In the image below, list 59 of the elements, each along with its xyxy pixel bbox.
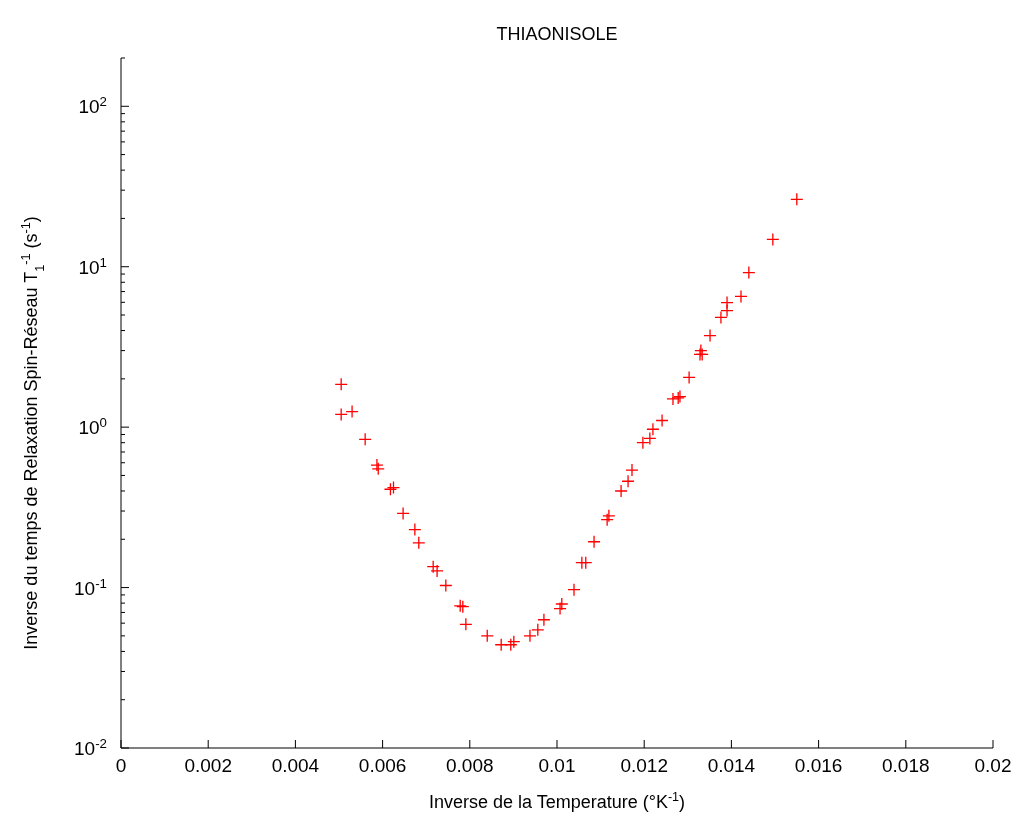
point: [714, 310, 728, 325]
y-tick-label: 10$^{-2}$: [74, 735, 107, 759]
point: [579, 556, 593, 570]
chart-title: THIAONISOLE: [496, 24, 618, 44]
x-tick-label: 0.012: [620, 755, 668, 776]
y-tick-label: 10$^{-1}$: [74, 575, 107, 599]
point: [646, 422, 660, 436]
x-tick-label: 0.002: [184, 755, 232, 776]
point: [408, 522, 422, 537]
point: [555, 597, 569, 611]
point: [602, 509, 616, 523]
point: [412, 536, 426, 550]
point: [531, 623, 545, 637]
y-tick-label: 10$^{1}$: [78, 254, 107, 278]
point: [345, 404, 359, 419]
point: [358, 432, 372, 446]
point: [621, 474, 635, 488]
point: [430, 564, 444, 578]
point: [480, 629, 494, 643]
x-tick-label: 0.02: [974, 755, 1012, 776]
point: [523, 629, 537, 643]
point: [426, 560, 440, 574]
point: [625, 463, 639, 477]
y-tick-label: 10$^{2}$: [78, 93, 107, 118]
y-tick-label: 10$^{0}$: [78, 414, 107, 439]
point: [587, 535, 601, 549]
point: [494, 638, 508, 652]
x-tick-label: 0.008: [446, 755, 494, 776]
x-tick-label: 0.016: [794, 755, 843, 776]
point: [643, 431, 657, 446]
point: [720, 295, 734, 310]
point: [370, 458, 384, 472]
point: [567, 583, 581, 597]
point: [703, 328, 717, 343]
x-tick-label: 0.01: [538, 755, 576, 776]
x-tick-label: 0.018: [882, 755, 930, 776]
x-tick-label: 0: [115, 755, 127, 776]
point: [600, 513, 614, 527]
x-tick-label: 0.006: [358, 755, 407, 776]
point: [734, 289, 748, 304]
point: [439, 578, 453, 593]
point: [655, 413, 669, 428]
point: [766, 232, 780, 247]
x-tick-label: 0.014: [707, 755, 756, 776]
point: [334, 377, 348, 391]
point: [636, 436, 650, 450]
point: [371, 462, 385, 476]
point: [334, 407, 348, 422]
point: [742, 265, 756, 280]
x-tick-label: 0.004: [271, 755, 320, 776]
x-axis-title: Inverse de la Temperature (°K$^{-1}$): [428, 790, 686, 812]
point: [682, 370, 696, 385]
point: [666, 392, 680, 406]
point: [694, 343, 708, 358]
point: [459, 617, 473, 631]
point: [396, 506, 410, 521]
point: [537, 613, 551, 627]
point: [614, 484, 628, 498]
point: [790, 192, 804, 206]
